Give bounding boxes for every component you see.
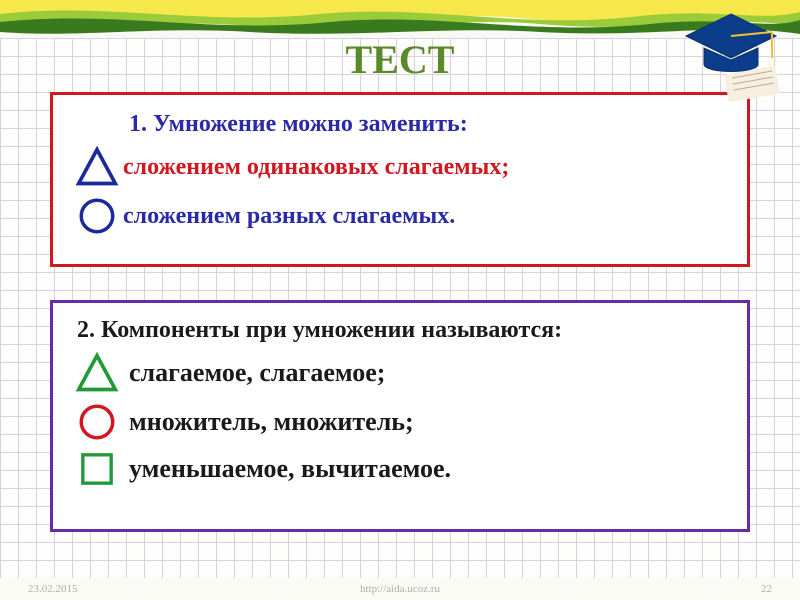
option-label: сложением одинаковых слагаемых; (123, 154, 733, 180)
triangle-icon (71, 145, 123, 189)
answer-option[interactable]: множитель, множитель; (71, 401, 733, 443)
footer-url: http://aida.ucoz.ru (0, 583, 800, 595)
answer-option[interactable]: уменьшаемое, вычитаемое. (71, 449, 733, 489)
question-2-text: 2. Компоненты при умножении называются: (77, 315, 733, 345)
answer-option[interactable]: слагаемое, слагаемое; (71, 351, 733, 395)
footer: 23.02.2015 http://aida.ucoz.ru 22 (0, 578, 800, 600)
option-label: слагаемое, слагаемое; (123, 359, 733, 388)
footer-date: 23.02.2015 (28, 583, 78, 595)
option-label: сложением разных слагаемых. (123, 203, 733, 229)
question-box-2: 2. Компоненты при умножении называются: … (50, 300, 750, 532)
option-label: уменьшаемое, вычитаемое. (123, 455, 733, 484)
circle-icon (71, 195, 123, 237)
option-label: множитель, множитель; (123, 408, 733, 437)
circle-icon (71, 401, 123, 443)
answer-option[interactable]: сложением разных слагаемых. (71, 195, 733, 237)
square-icon (71, 449, 123, 489)
question-box-1: 1. Умножение можно заменить: сложением о… (50, 92, 750, 267)
graduation-cap-icon (676, 8, 786, 103)
question-1-options: сложением одинаковых слагаемых; сложением… (71, 145, 733, 237)
triangle-icon (71, 351, 123, 395)
answer-option[interactable]: сложением одинаковых слагаемых; (71, 145, 733, 189)
footer-page-number: 22 (761, 583, 772, 595)
question-1-text: 1. Умножение можно заменить: (129, 109, 733, 139)
question-2-options: слагаемое, слагаемое; множитель, множител… (71, 351, 733, 489)
